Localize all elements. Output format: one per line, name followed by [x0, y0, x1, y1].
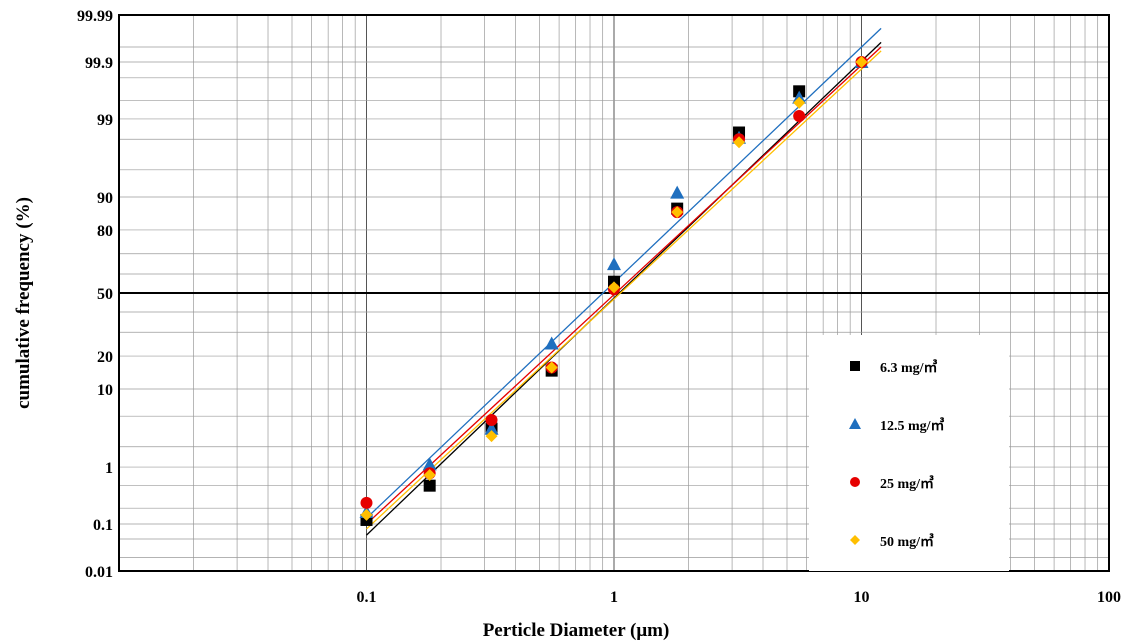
legend-marker — [850, 361, 860, 371]
y-tick-label: 1 — [105, 460, 113, 477]
data-point — [793, 110, 806, 123]
data-point — [423, 479, 436, 492]
fit-line — [366, 46, 882, 525]
data-point — [733, 136, 746, 149]
data-point — [793, 96, 806, 109]
data-point — [484, 421, 499, 435]
y-tick-label: 20 — [97, 349, 113, 366]
fit-lines — [366, 27, 882, 536]
fit-line — [366, 27, 882, 519]
y-axis-title: cumulative frequency (%) — [13, 197, 34, 409]
data-point — [423, 468, 436, 481]
fit-line — [366, 41, 882, 536]
data-point — [855, 55, 868, 68]
y-tick-label: 10 — [97, 382, 113, 399]
data-point — [670, 185, 685, 199]
data-point — [360, 508, 373, 521]
data-point — [544, 336, 559, 350]
y-tick-label: 50 — [97, 286, 113, 303]
data-point — [671, 206, 684, 219]
data-point — [485, 413, 498, 426]
legend-label: 25 mg/㎥ — [880, 475, 934, 492]
y-tick-label: 80 — [97, 223, 113, 240]
x-tick-label: 1 — [610, 589, 618, 606]
legend-label: 12.5 mg/㎥ — [880, 417, 945, 434]
data-point — [608, 281, 620, 294]
plot-frame — [118, 14, 1110, 572]
x-axis-title: Perticle Diameter (μm) — [483, 620, 670, 641]
legend-label: 6.3 mg/㎥ — [880, 359, 938, 376]
data-points — [359, 54, 869, 526]
tick-labels: 0.1 1 10 100 0.01 0.1 1 10 20 50 80 90 99 99.9 99.99 — [77, 8, 1121, 606]
y-tick-label: 99.9 — [85, 55, 113, 72]
data-point — [545, 361, 558, 374]
y-tick-label: 0.01 — [85, 564, 113, 581]
y-tick-label: 90 — [97, 190, 113, 207]
x-tick-label: 0.1 — [357, 589, 377, 606]
y-tick-label: 99 — [97, 112, 113, 129]
data-point — [360, 496, 373, 509]
data-point — [607, 257, 621, 271]
x-tick-label: 10 — [854, 589, 870, 606]
data-point — [422, 457, 437, 471]
legend-marker — [850, 535, 860, 545]
legend-box — [809, 335, 1009, 571]
legend-marker — [850, 477, 860, 487]
data-point — [485, 430, 498, 443]
legend-marker — [849, 418, 861, 429]
y-tick-label: 0.1 — [93, 517, 113, 534]
y-tick-label: 99.99 — [77, 8, 113, 25]
x-tick-label: 100 — [1097, 589, 1121, 606]
legend: 6.3 mg/㎥ 12.5 mg/㎥ 25 mg/㎥ 50 mg/㎥ — [809, 335, 1009, 571]
legend-label: 50 mg/㎥ — [880, 533, 934, 550]
fit-line — [366, 50, 882, 530]
